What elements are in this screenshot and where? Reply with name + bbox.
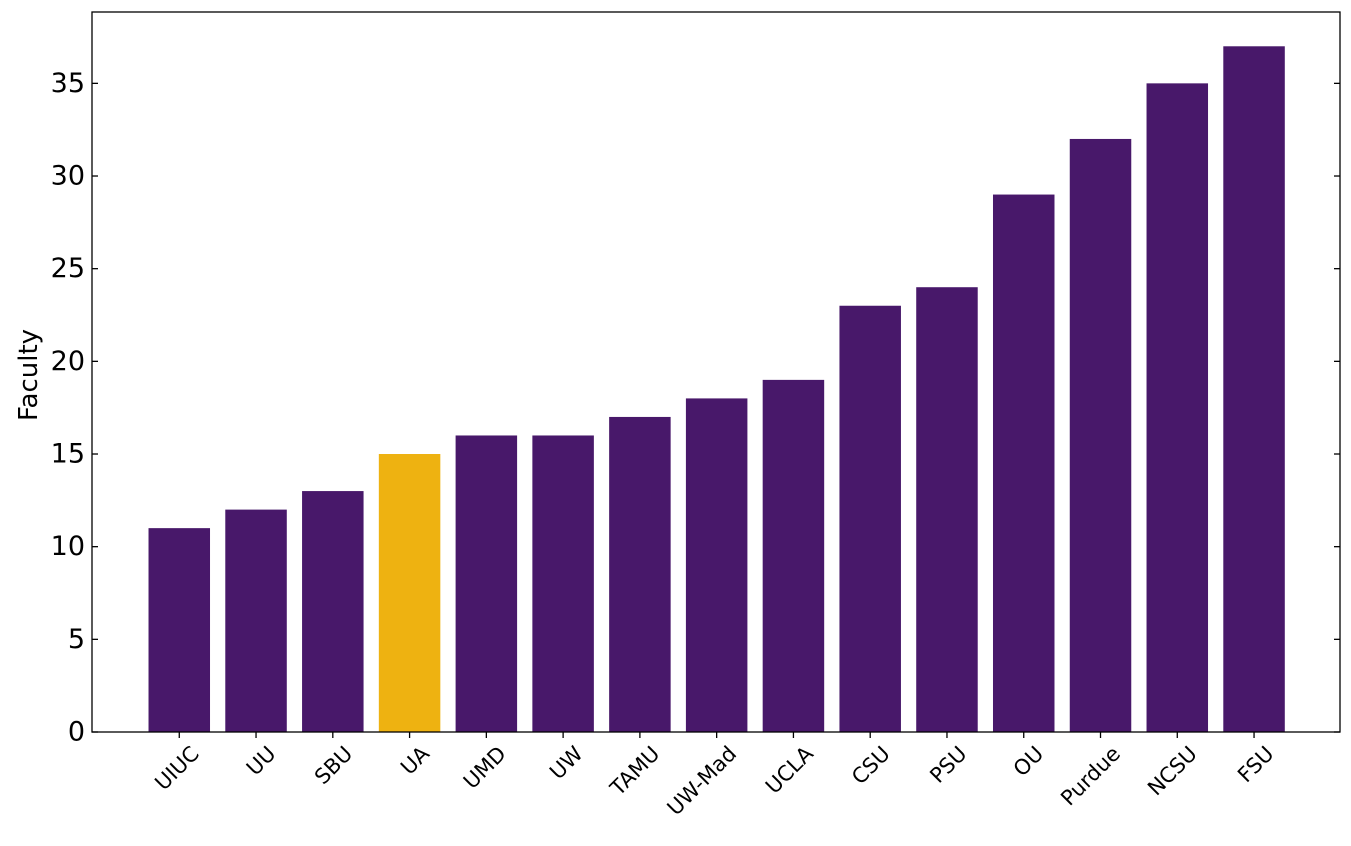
y-axis-label: Faculty (14, 329, 44, 421)
bar-umd (455, 435, 518, 732)
y-tick-label-20: 20 (51, 346, 85, 377)
bar-psu (916, 287, 978, 732)
x-tick-label-fsu: FSU (1233, 742, 1279, 788)
bar-ncsu (1146, 83, 1209, 733)
bar-fsu (1223, 46, 1285, 733)
x-tick-label-csu: CSU (847, 742, 895, 790)
x-tick-label-umd: UMD (459, 742, 511, 794)
bar-ou (992, 194, 1055, 732)
y-tick-label-25: 25 (51, 253, 85, 284)
x-tick-label-ucla: UCLA (761, 741, 818, 798)
x-tick-label-tamu: TAMU (605, 742, 664, 801)
x-tick-label-ncsu: NCSU (1143, 742, 1202, 801)
x-tick-label-ua: UA (396, 741, 434, 779)
plot-frame (91, 11, 1341, 733)
y-tick-label-35: 35 (51, 68, 85, 99)
y-tick-label-15: 15 (51, 439, 85, 470)
bar-ua (378, 454, 441, 732)
bar-csu (839, 305, 901, 732)
y-tick-label-10: 10 (51, 531, 85, 562)
bar-uw-mad (685, 398, 748, 732)
bar-sbu (302, 491, 364, 732)
x-tick-label-uiuc: UIUC (150, 742, 203, 795)
bar-uiuc (148, 528, 211, 732)
bar-uu (225, 509, 287, 732)
x-tick-label-uu: UU (242, 742, 281, 781)
x-tick-label-ou: OU (1009, 742, 1049, 782)
bar-tamu (609, 416, 671, 732)
x-tick-label-psu: PSU (925, 742, 971, 788)
y-tick-label-0: 0 (68, 717, 85, 748)
x-tick-label-uw-mad: UW-Mad (663, 742, 742, 821)
bars-layer (148, 46, 1285, 733)
bar-ucla (762, 379, 825, 732)
x-tick-label-uw: UW (545, 741, 588, 784)
bar-uw (532, 435, 594, 732)
y-tick-label-5: 5 (68, 624, 85, 655)
bar-purdue (1069, 138, 1132, 732)
ticks-layer (92, 82, 1340, 738)
x-tick-label-purdue: Purdue (1056, 742, 1125, 811)
y-tick-label-30: 30 (51, 161, 85, 192)
x-tick-label-sbu: SBU (310, 742, 357, 789)
